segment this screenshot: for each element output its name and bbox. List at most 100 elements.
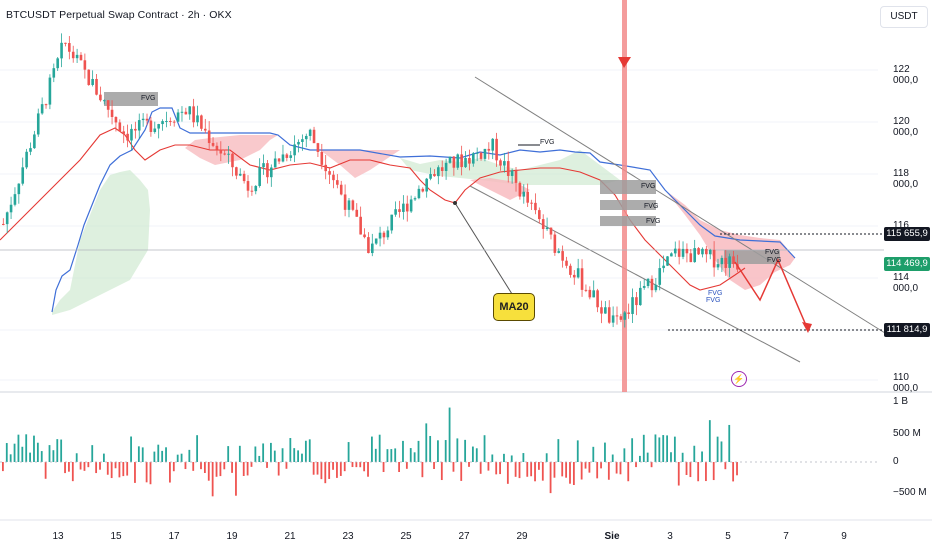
candle-body [600,307,603,314]
candles [2,33,739,328]
candle-body [219,149,223,154]
candle-body [196,115,199,123]
resistance-price-badge: 115 655,9 [884,227,930,241]
volume-bar [351,462,354,468]
candle-body [530,202,533,204]
current-price-badge: 114 469,9 [884,257,930,271]
volume-bar [394,448,397,462]
volume-bar [506,462,509,484]
volume-bar [363,462,366,472]
candle-body [200,115,203,129]
volume-bar [332,462,334,470]
candle-body [157,124,160,129]
candle-body [359,216,362,235]
volume-bar [13,443,16,462]
candle-body [33,134,36,149]
volume-bar [347,442,350,462]
volume-bar [367,462,369,477]
volume-bar [479,462,482,474]
candle-body [553,234,557,253]
volume-bar [297,450,299,462]
volume-bar [339,462,342,476]
lightning-icon[interactable]: ⚡ [731,371,747,387]
cloud-bear-area-2 [320,150,400,178]
volume-bar [75,453,78,462]
candle-body [716,264,720,268]
candle-body [149,120,153,132]
candle-body [541,219,545,230]
volume-bar [417,440,420,462]
volume-bar [724,462,727,470]
volume-bar [720,441,723,462]
volume-bar [137,446,140,462]
candle-body [9,204,13,213]
candle-body [165,120,168,122]
candle-body [215,145,219,150]
volume-bar [141,447,144,462]
fvg-label-blue: FVG [708,290,723,297]
volume-bar [25,434,28,462]
volume-bar [99,462,101,470]
volume-bar [71,462,74,482]
candle-body [611,315,615,323]
candle-body [122,131,126,134]
volume-bar [448,407,451,462]
ma20-label[interactable]: MA20 [493,293,535,321]
candle-body [351,200,355,210]
candle-body [180,111,184,113]
candle-body [137,120,141,131]
candle-body [390,214,394,231]
candle-body [569,265,572,275]
volume-bar [312,462,315,475]
cloud-bull-area-2 [400,150,620,185]
volume-bar [157,444,160,462]
volume-bar [371,436,373,462]
candle-body [402,203,405,212]
volume-bar [615,462,618,474]
candle-body [491,138,495,151]
volume-bar [642,434,645,462]
candle-body [29,148,32,152]
volume-bar [223,462,226,470]
candle-body [25,151,28,168]
candle-body [355,209,359,217]
volume-bar [658,437,661,462]
volume-bar [270,442,272,462]
volume-bar [126,462,129,476]
candle-body [549,227,553,235]
volume-bar [44,462,47,479]
volume-bar [118,462,121,478]
candle-body [246,181,250,191]
candle-body [79,54,83,61]
volume-bar [390,449,393,462]
volume-bar [596,462,599,479]
volume-bar [320,462,323,480]
candle-body [681,248,685,257]
volume-bar [666,435,668,462]
candle-body [382,232,386,238]
volume-bar [670,452,672,462]
volume-bar [382,462,385,473]
channel-upper [474,76,886,334]
channel-lower [469,185,801,363]
candle-body [277,158,281,162]
candle-body [421,188,425,192]
volume-bar [475,448,478,462]
candle-body [316,143,320,152]
fvg-box-6 [724,258,780,264]
cloud-bull-area [52,170,150,315]
candle-body [561,251,564,261]
volume-bar [483,435,486,462]
volume-bar [697,462,700,482]
candle-body [452,156,456,168]
volume-bar [701,451,703,462]
candle-body [658,268,662,285]
currency-button[interactable]: USDT [880,6,928,28]
volume-bar [705,462,707,482]
candle-body [114,116,118,123]
volume-bar [176,454,179,462]
fvg-label: FVG [767,257,782,264]
volume-bar [308,439,311,462]
candle-body [184,111,188,115]
